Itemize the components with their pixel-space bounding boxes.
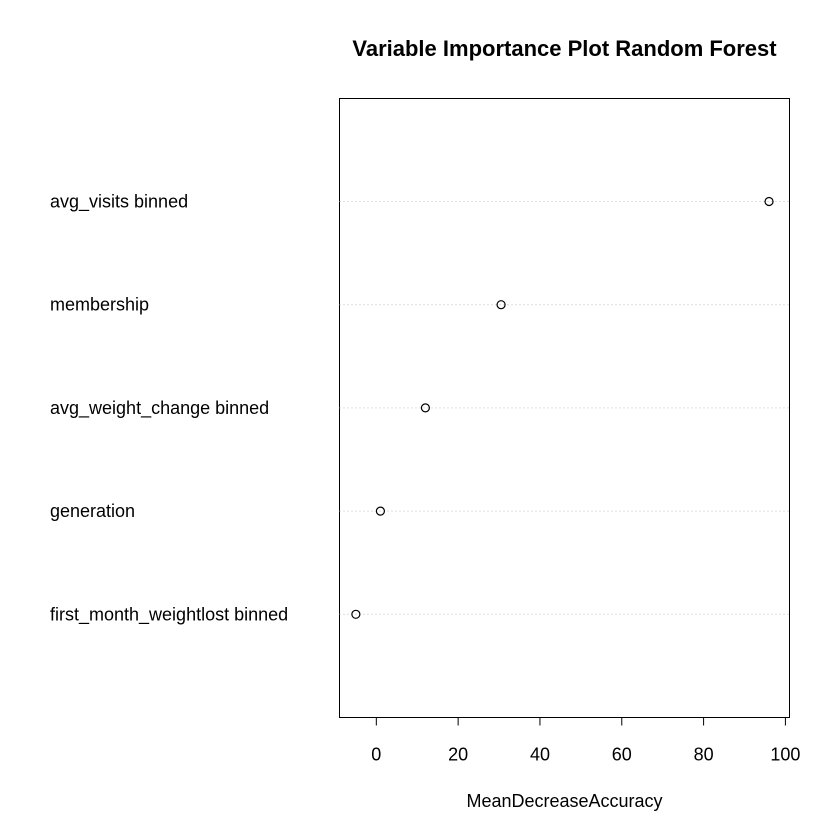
data-point <box>351 609 361 619</box>
x-tick-label: 100 <box>770 745 800 765</box>
x-axis-label: MeanDecreaseAccuracy <box>466 791 663 811</box>
data-point <box>496 300 506 310</box>
data-point <box>420 403 431 413</box>
category-label: avg_weight_change binned <box>50 398 269 419</box>
x-tick-label: 20 <box>448 745 468 765</box>
category-label: membership <box>50 295 149 315</box>
category-labels: avg_visits binned membership avg_weight_ch… <box>50 192 288 626</box>
x-tick-label: 40 <box>530 745 550 765</box>
category-label: generation <box>50 501 135 521</box>
data-points <box>351 196 774 619</box>
data-point <box>375 506 386 516</box>
category-label: avg_visits binned <box>50 192 188 213</box>
x-tick-label: 60 <box>612 745 632 765</box>
data-point <box>764 196 774 207</box>
chart-title: Variable Importance Plot Random Forest <box>352 36 777 61</box>
x-tick-label: 80 <box>694 745 714 765</box>
grid-lines <box>339 201 790 615</box>
x-tick-label: 0 <box>371 745 381 765</box>
category-label: first_month_weightlost binned <box>50 604 288 625</box>
x-axis: 0 20 40 60 80 100 <box>371 717 800 765</box>
